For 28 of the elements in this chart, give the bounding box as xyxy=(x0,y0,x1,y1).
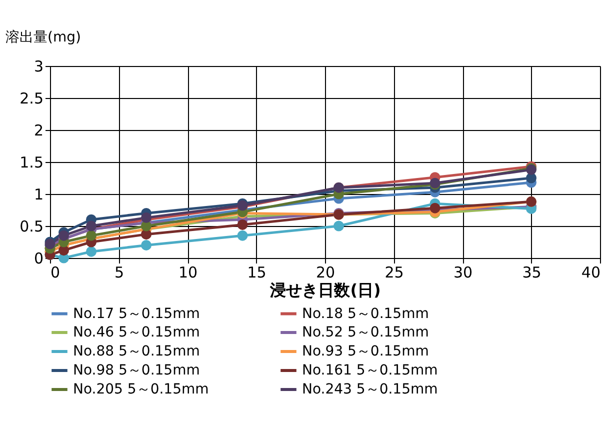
y-tick-label: 1 xyxy=(34,186,44,204)
legend-label: No.205 5～0.15mm xyxy=(73,382,209,398)
x-tick-label: 20 xyxy=(316,264,336,282)
y-tick-label: 0.5 xyxy=(20,218,44,236)
legend-label: No.161 5～0.15mm xyxy=(302,362,438,378)
y-tick-label: 0 xyxy=(34,250,44,268)
x-tick-label: 5 xyxy=(114,264,124,282)
legend-label: No.98 5～0.15mm xyxy=(73,362,200,378)
x-tick-label: 10 xyxy=(178,264,198,282)
y-tick-label: 3 xyxy=(34,58,44,76)
x-tick-label: 0 xyxy=(50,264,60,282)
x-tick-label: 30 xyxy=(453,264,473,282)
legend-label: No.52 5～0.15mm xyxy=(302,324,429,340)
y-tick-label: 2 xyxy=(34,122,44,140)
legend-label: No.88 5～0.15mm xyxy=(73,344,200,360)
x-axis-title: 浸せき日数(日) xyxy=(269,280,381,300)
x-tick-label: 35 xyxy=(522,264,542,282)
y-axis-title: 溶出量(mg) xyxy=(6,30,81,46)
x-tick-label: 25 xyxy=(384,264,404,282)
x-tick-label: 40 xyxy=(581,264,600,282)
y-tick-label: 2.5 xyxy=(20,90,44,108)
legend-label: No.17 5～0.15mm xyxy=(73,306,200,322)
legend-label: No.46 5～0.15mm xyxy=(73,324,200,340)
x-tick-label: 15 xyxy=(247,264,266,282)
legend-label: No.93 5～0.15mm xyxy=(302,344,429,360)
legend-label: No.18 5～0.15mm xyxy=(302,306,429,322)
y-tick-label: 1.5 xyxy=(20,154,44,172)
legend-label: No.243 5～0.15mm xyxy=(302,382,438,398)
